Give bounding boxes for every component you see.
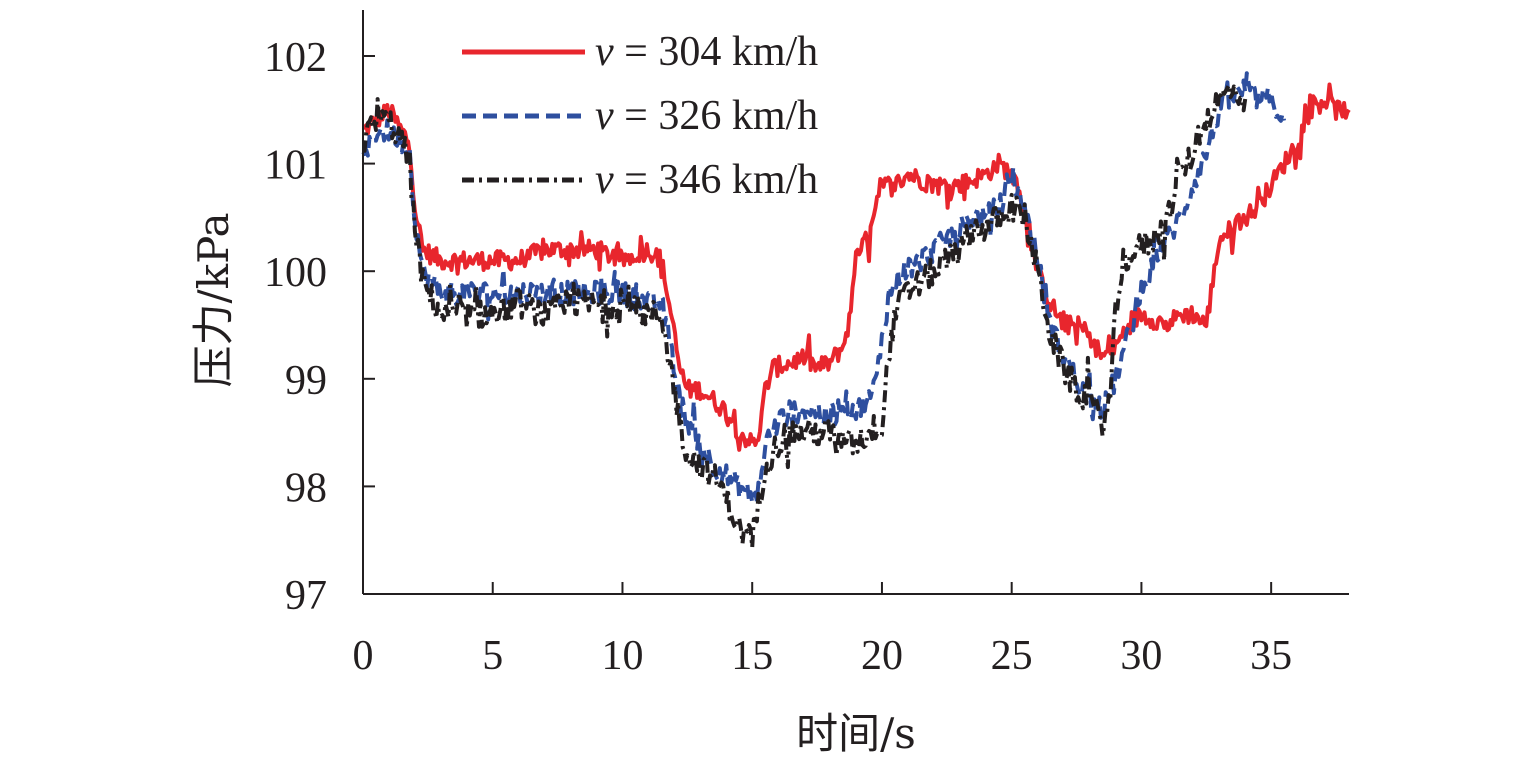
axes <box>362 10 1349 595</box>
x-tick-label: 35 <box>1250 633 1292 679</box>
series-layer <box>361 71 1351 550</box>
series-line-2 <box>361 71 1287 505</box>
y-tick-label: 98 <box>285 465 327 511</box>
y-tick-label: 101 <box>264 143 327 189</box>
y-tick-label: 99 <box>285 358 327 404</box>
legend: v = 304 km/hv = 326 km/hv = 346 km/h <box>462 29 818 203</box>
x-tick-label: 20 <box>861 633 903 679</box>
ticks: 0 5 10 15 20 25 30 35 97 98 99 100 101 102 <box>264 35 1292 679</box>
x-tick-label: 25 <box>991 633 1033 679</box>
legend-label-1: v = 304 km/h <box>595 29 818 75</box>
legend-variable: v <box>595 29 614 75</box>
x-tick-label: 5 <box>482 633 503 679</box>
legend-value: = 304 km/h <box>614 29 819 75</box>
series-line-1 <box>362 82 1351 452</box>
legend-value: = 326 km/h <box>614 93 819 139</box>
y-tick-label: 100 <box>264 250 327 296</box>
legend-label-3: v = 346 km/h <box>595 157 818 203</box>
y-tick-label: 97 <box>285 573 327 619</box>
x-tick-label: 30 <box>1120 633 1162 679</box>
x-axis-title: 时间/s <box>796 709 916 758</box>
x-tick-label: 10 <box>601 633 643 679</box>
y-axis-title: 压力/kPa <box>189 212 238 387</box>
legend-label-2: v = 326 km/h <box>595 93 818 139</box>
legend-value: = 346 km/h <box>614 157 819 203</box>
series-line-3 <box>362 83 1248 550</box>
x-tick-label: 15 <box>731 633 773 679</box>
x-tick-label: 0 <box>353 633 374 679</box>
y-tick-label: 102 <box>264 35 327 81</box>
legend-variable: v <box>595 157 614 203</box>
legend-variable: v <box>595 93 614 139</box>
